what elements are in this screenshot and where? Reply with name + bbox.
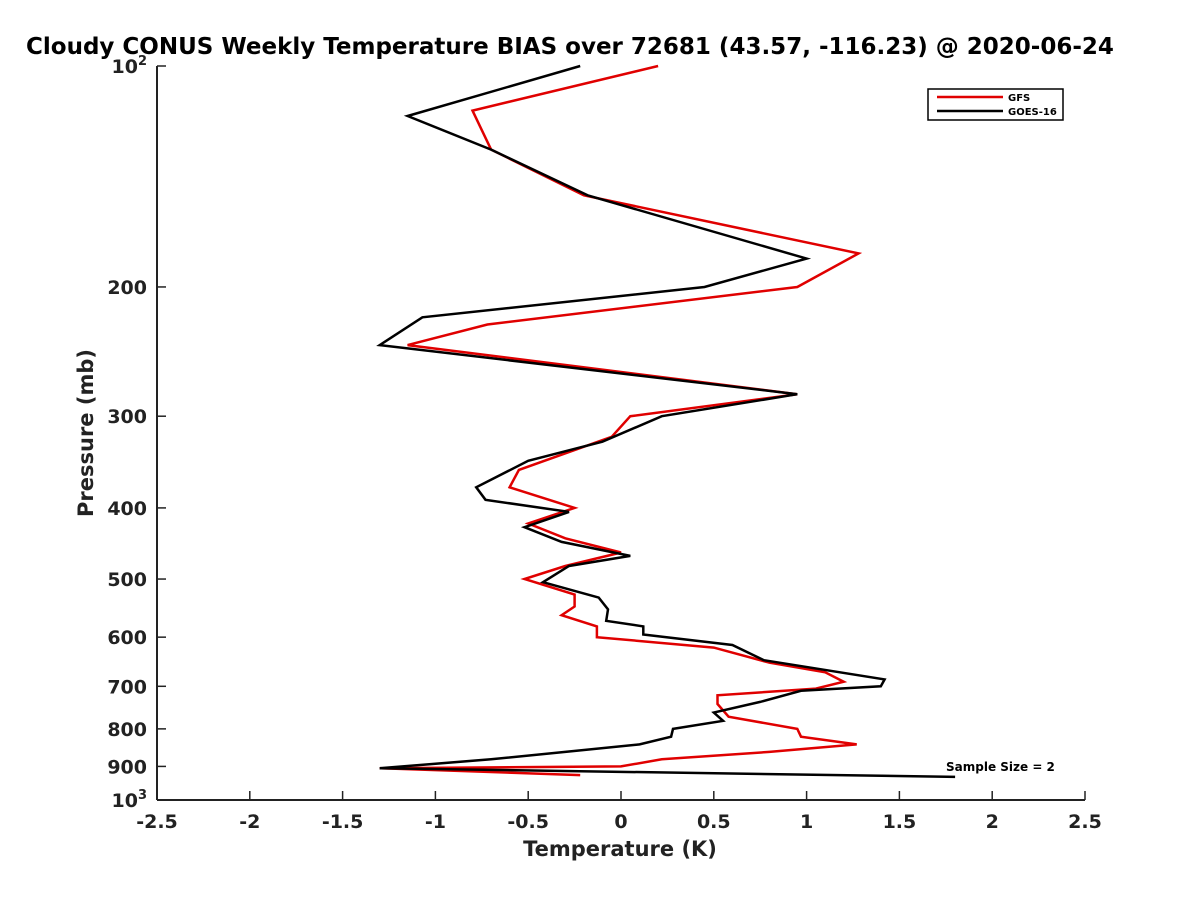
legend-label-goes16: GOES-16	[1008, 107, 1057, 118]
legend-box	[927, 88, 1064, 121]
x-tick-label: -2	[239, 811, 260, 833]
series-line-goes16	[376, 64, 956, 779]
axes-layer: -2.5 -2 -1.5 -1 -0.5 0 0.5 1 1.5 2 2.5 102 200 300 400…	[107, 54, 1102, 833]
chart-title: Cloudy CONUS Weekly Temperature BIAS ove…	[26, 34, 1114, 60]
x-tick-label: -1	[425, 811, 446, 833]
series-layer	[376, 64, 956, 779]
x-axis-label: Temperature (K)	[523, 837, 717, 861]
y-tick-label: 700	[107, 676, 147, 698]
legend-label-gfs: GFS	[1008, 93, 1030, 104]
y-tick-label: 900	[107, 756, 147, 778]
y-tick-label: 102	[112, 54, 148, 78]
y-tick-label: 500	[107, 569, 147, 591]
x-tick-label: 2	[986, 811, 999, 833]
x-tick-label: 2.5	[1068, 811, 1102, 833]
legend: GFS GOES-16	[927, 88, 1064, 121]
y-tick-label: 300	[107, 406, 147, 428]
x-tick-label: -2.5	[136, 811, 178, 833]
y-tick-label: 800	[107, 719, 147, 741]
x-tick-label: 1	[800, 811, 813, 833]
series-line-gfs	[379, 64, 863, 777]
x-tick-label: 0	[614, 811, 627, 833]
y-tick-label: 103	[112, 788, 148, 812]
sample-size-annotation: Sample Size = 2	[946, 760, 1055, 774]
y-tick-label: 400	[107, 498, 147, 520]
x-tick-label: -1.5	[322, 811, 364, 833]
y-tick-label: 200	[107, 277, 147, 299]
y-axis-label: Pressure (mb)	[74, 349, 98, 517]
x-tick-label: 1.5	[883, 811, 917, 833]
y-tick-label: 600	[107, 627, 147, 649]
x-tick-label: -0.5	[507, 811, 549, 833]
x-tick-label: 0.5	[697, 811, 731, 833]
